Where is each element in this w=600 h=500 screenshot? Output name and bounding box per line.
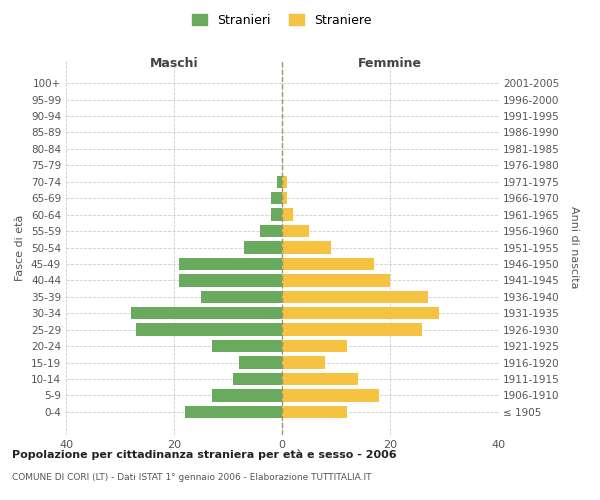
Legend: Stranieri, Straniere: Stranieri, Straniere — [187, 8, 377, 32]
Bar — [282, 356, 325, 368]
Bar — [282, 324, 422, 336]
Text: COMUNE DI CORI (LT) - Dati ISTAT 1° gennaio 2006 - Elaborazione TUTTITALIA.IT: COMUNE DI CORI (LT) - Dati ISTAT 1° genn… — [12, 472, 371, 482]
Bar — [271, 192, 282, 204]
Bar — [201, 290, 282, 303]
Bar — [212, 389, 282, 402]
Bar — [131, 307, 282, 320]
Bar — [179, 274, 282, 286]
Bar — [271, 208, 282, 221]
Y-axis label: Fasce di età: Fasce di età — [16, 214, 25, 280]
Text: Maschi: Maschi — [149, 57, 199, 70]
Text: Femmine: Femmine — [358, 57, 422, 70]
Text: Popolazione per cittadinanza straniera per età e sesso - 2006: Popolazione per cittadinanza straniera p… — [12, 450, 397, 460]
Bar — [282, 340, 347, 352]
Bar — [282, 406, 347, 418]
Y-axis label: Anni di nascita: Anni di nascita — [569, 206, 579, 289]
Bar — [282, 307, 439, 320]
Bar — [179, 258, 282, 270]
Bar — [282, 208, 293, 221]
Bar — [282, 258, 374, 270]
Bar — [185, 406, 282, 418]
Bar — [282, 290, 428, 303]
Bar — [282, 389, 379, 402]
Bar — [282, 176, 287, 188]
Bar — [260, 225, 282, 237]
Bar — [282, 274, 390, 286]
Bar — [282, 192, 287, 204]
Bar — [282, 242, 331, 254]
Bar — [239, 356, 282, 368]
Bar — [244, 242, 282, 254]
Bar — [136, 324, 282, 336]
Bar — [212, 340, 282, 352]
Bar — [277, 176, 282, 188]
Bar — [282, 225, 309, 237]
Bar — [282, 373, 358, 385]
Bar — [233, 373, 282, 385]
